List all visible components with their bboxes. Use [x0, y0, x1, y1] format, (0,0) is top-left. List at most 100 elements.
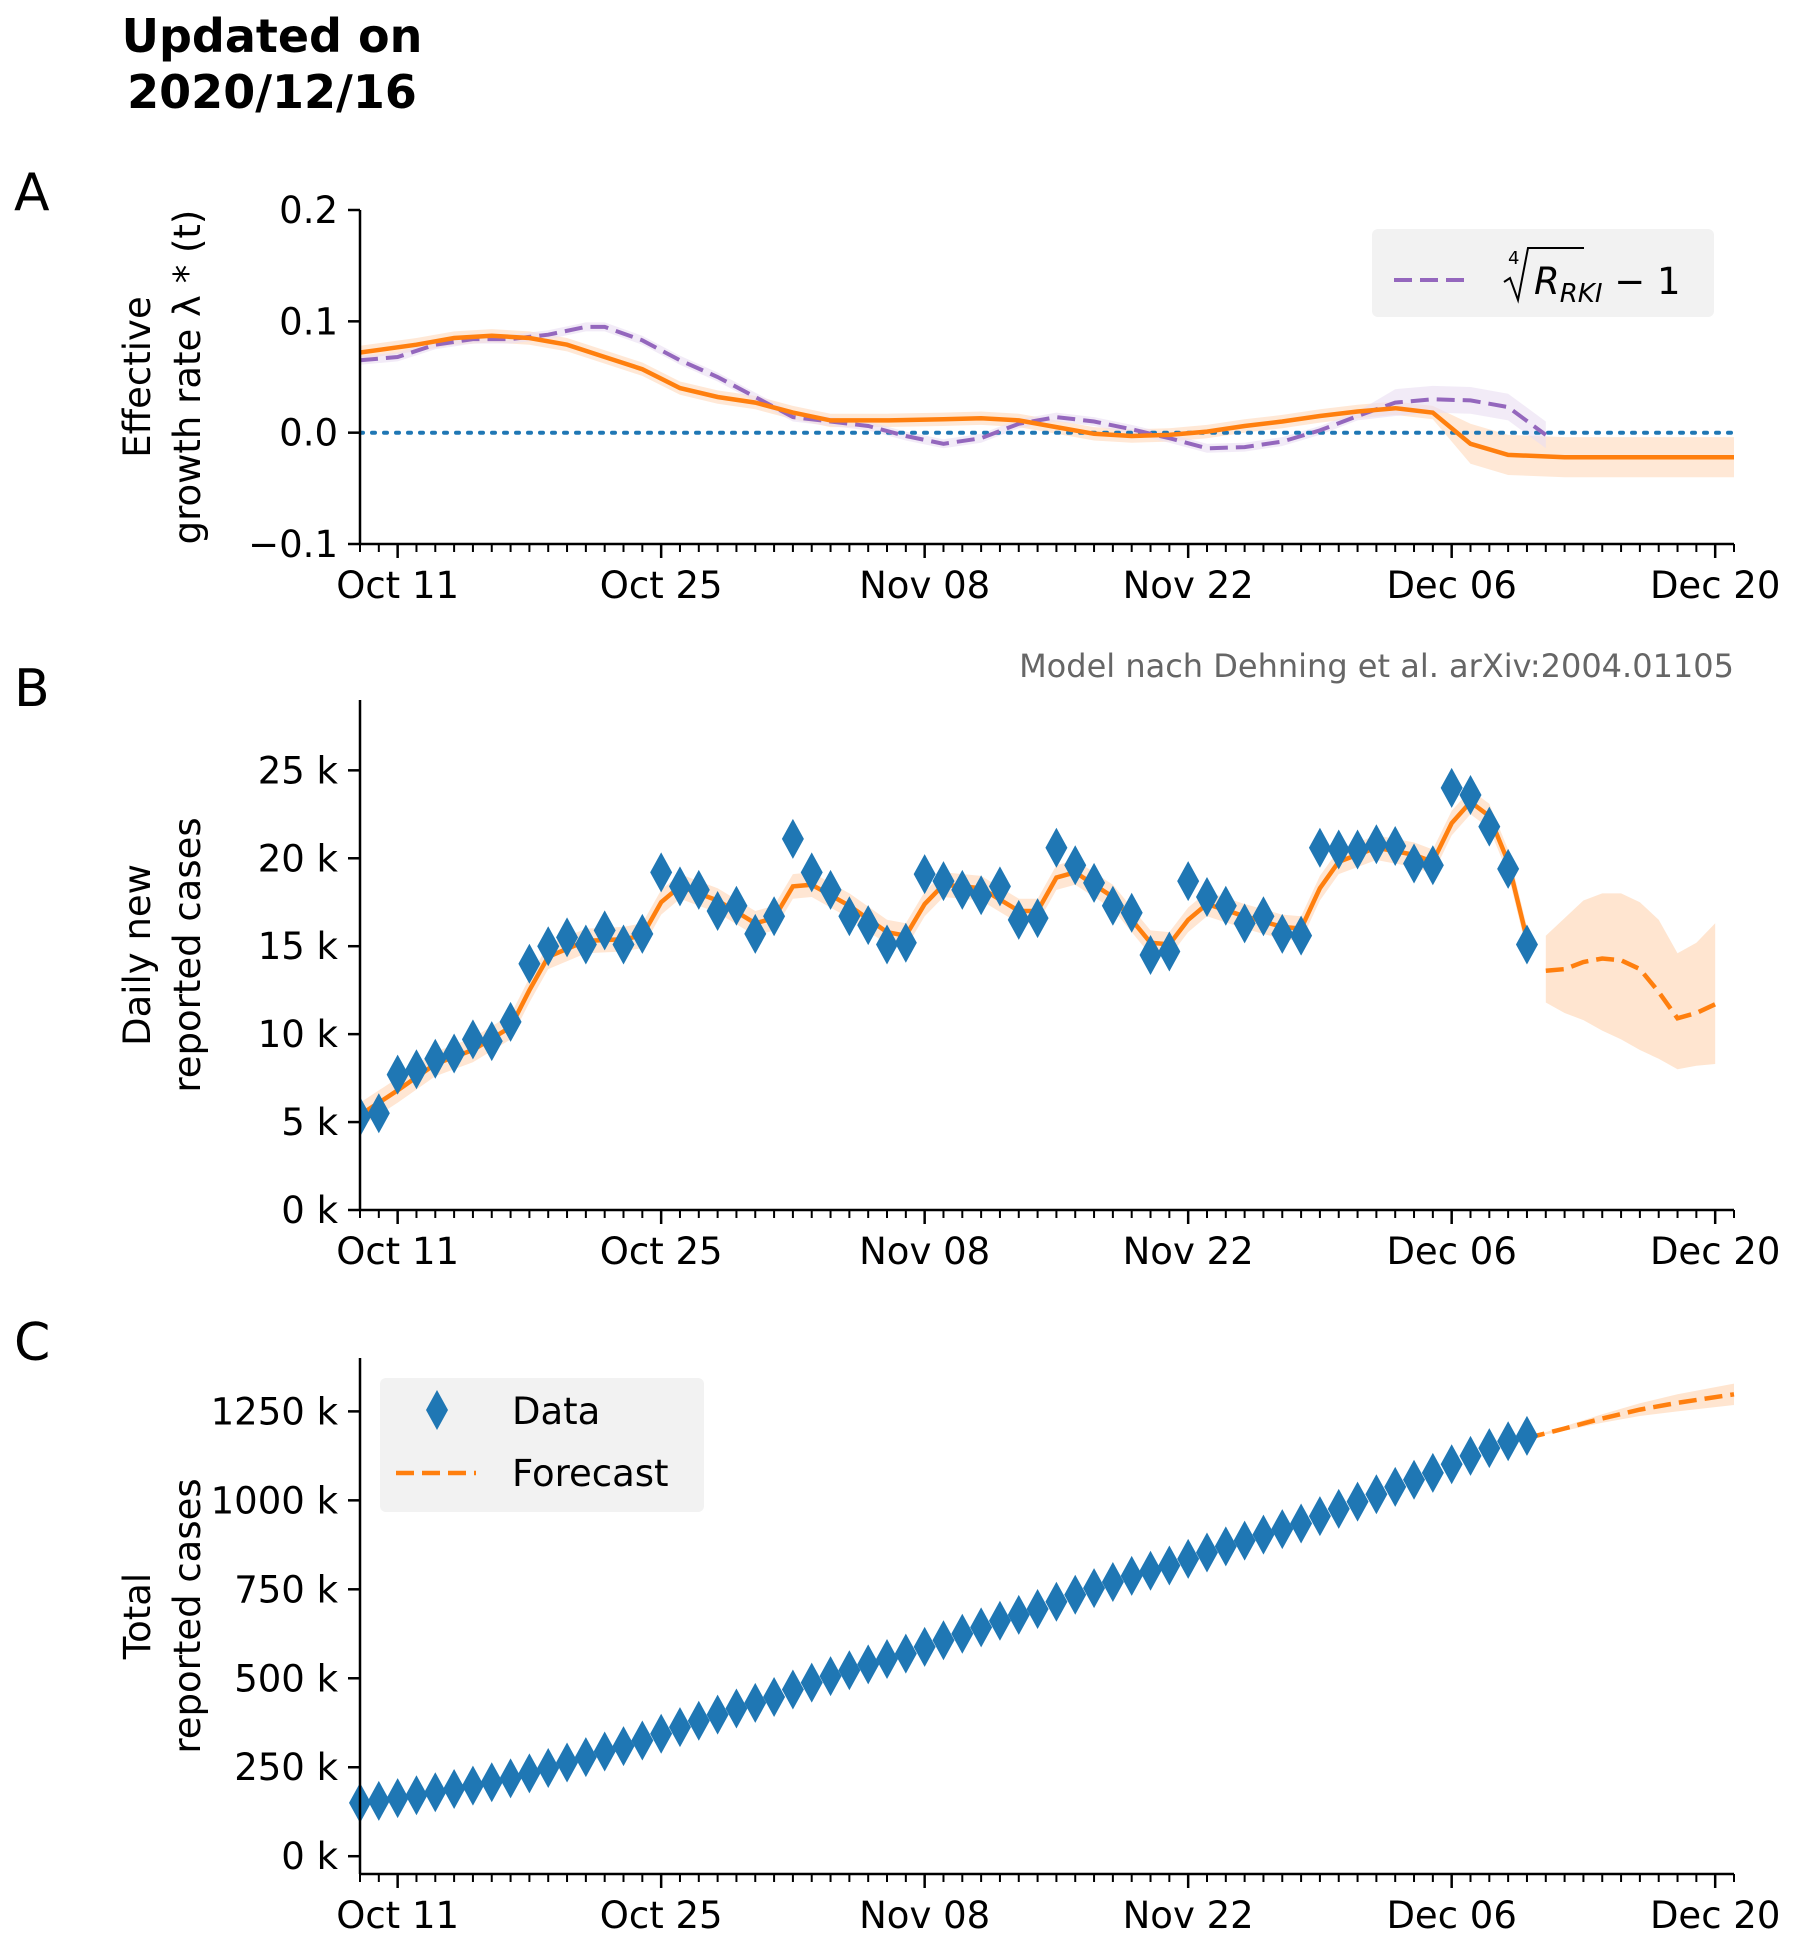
- x-tick-label-b: Nov 22: [1123, 1230, 1254, 1273]
- daily-data-point: [1346, 829, 1369, 870]
- daily-data-point: [480, 1021, 503, 1062]
- daily-data-point: [913, 854, 936, 895]
- y-axis-title-line1-a: Effective: [116, 296, 159, 457]
- y-tick-label-a: −0.1: [248, 523, 338, 566]
- y-axis-title-line2-a: growth rate λ * (t): [166, 210, 209, 545]
- panel-a-growth-rate: −0.1 0.0 0.1 0.2 Oct 11 Oct 25 Nov 08 Nov 22 Dec…: [116, 189, 1780, 607]
- total-data-point: [367, 1780, 390, 1821]
- legend-data-label: Data: [512, 1390, 600, 1433]
- daily-data-point: [405, 1049, 428, 1090]
- total-data-point: [612, 1726, 635, 1767]
- total-data-point: [970, 1607, 993, 1648]
- total-data-point: [1421, 1452, 1444, 1493]
- daily-data-point: [800, 852, 823, 893]
- plot-area-b: [360, 767, 1717, 1137]
- forecast-total-line: [1526, 1392, 1735, 1441]
- rki-growth-rate-line: [360, 324, 1547, 451]
- plot-area-c: [349, 1383, 1735, 1823]
- total-data-point: [857, 1644, 880, 1685]
- total-data-point: [1459, 1435, 1482, 1476]
- x-tick-label-c: Nov 08: [859, 1894, 990, 1937]
- x-tick-label-a: Nov 22: [1123, 564, 1254, 607]
- daily-data-point: [612, 924, 635, 965]
- daily-data-point: [1308, 827, 1331, 868]
- daily-data-point: [443, 1033, 466, 1074]
- total-data-point: [1101, 1561, 1124, 1602]
- header-title-line2: 2020/12/16: [127, 65, 417, 119]
- x-tick-label-b: Dec 20: [1650, 1230, 1780, 1273]
- daily-data-point: [857, 905, 880, 946]
- daily-data-point: [631, 913, 654, 954]
- legend-data-swatch: [426, 1390, 448, 1430]
- daily-data-point: [1045, 827, 1068, 868]
- daily-data-point: [1440, 767, 1463, 808]
- total-data-point: [1158, 1545, 1181, 1586]
- daily-data-point: [1478, 806, 1501, 847]
- total-data-point: [650, 1713, 673, 1754]
- plot-area-a: [360, 322, 1734, 478]
- daily-data-point: [894, 922, 917, 963]
- y-tick-label-a: 0.2: [279, 189, 338, 232]
- x-tick-label-b: Nov 08: [859, 1230, 990, 1273]
- daily-data-point: [1515, 924, 1538, 965]
- y-tick-label-b: 20 k: [258, 837, 339, 880]
- model-uncertainty-band: [360, 329, 1734, 478]
- daily-data-point: [1026, 898, 1049, 939]
- daily-data-point: [1327, 829, 1350, 870]
- daily-data-point: [360, 1096, 371, 1137]
- daily-data-point: [461, 1019, 484, 1060]
- y-axis-title-line1-b: Daily new: [116, 864, 159, 1046]
- x-tick-label-a: Dec 06: [1386, 564, 1516, 607]
- daily-data-point: [781, 818, 804, 859]
- total-data-point: [988, 1600, 1011, 1641]
- x-tick-label-c: Nov 22: [1123, 1894, 1254, 1937]
- total-data-point: [1384, 1466, 1407, 1507]
- daily-data-point: [1139, 935, 1162, 975]
- daily-data-point: [1384, 825, 1407, 866]
- total-data-point: [932, 1620, 955, 1661]
- y-tick-label-c: 0 k: [281, 1835, 338, 1878]
- total-data-point: [1233, 1520, 1256, 1561]
- daily-data-point: [970, 875, 993, 916]
- forecast-line: [1545, 956, 1717, 1021]
- daily-data-point: [706, 891, 729, 932]
- total-data-point: [763, 1676, 786, 1717]
- total-data-point: [1083, 1568, 1106, 1609]
- panel-c-total-cases: 0 k 250 k 500 k 750 k 1000 k 1250 k Oct 11 Oct …: [116, 1358, 1780, 1937]
- total-data-point: [1497, 1421, 1520, 1462]
- y-tick-label-c: 750 k: [234, 1568, 338, 1611]
- y-tick-label-c: 1000 k: [211, 1479, 339, 1522]
- total-data-point: [1026, 1589, 1049, 1630]
- legend-a-box: [1372, 229, 1714, 317]
- total-data-point: [461, 1765, 484, 1806]
- total-data-point: [819, 1656, 842, 1697]
- x-tick-label-a: Oct 11: [336, 564, 459, 607]
- total-data-point: [1308, 1496, 1331, 1537]
- total-data-point: [1045, 1581, 1068, 1622]
- total-data-point: [838, 1650, 861, 1691]
- daily-data-point: [988, 866, 1011, 907]
- x-tick-label-b: Dec 06: [1386, 1230, 1516, 1273]
- x-tick-label-c: Oct 11: [336, 1894, 459, 1937]
- total-data-point: [894, 1633, 917, 1674]
- daily-data-point: [1290, 915, 1313, 956]
- y-tick-label-b: 5 k: [281, 1101, 338, 1144]
- legend-c-box: [380, 1378, 704, 1512]
- total-data-point: [1177, 1538, 1200, 1579]
- daily-data-point: [1007, 899, 1030, 940]
- total-data-point: [800, 1662, 823, 1703]
- daily-data-point: [838, 896, 861, 937]
- daily-data-point: [386, 1054, 409, 1095]
- daily-data-point: [537, 926, 560, 967]
- total-data-point: [1139, 1550, 1162, 1591]
- total-data-point: [725, 1688, 748, 1729]
- daily-data-point: [763, 896, 786, 937]
- daily-data-point: [1271, 913, 1294, 954]
- daily-data-point: [1365, 824, 1388, 865]
- total-data-point: [631, 1720, 654, 1761]
- model-citation: Model nach Dehning et al. arXiv:2004.011…: [1019, 647, 1734, 685]
- total-data-point: [1064, 1574, 1087, 1615]
- x-tick-label-c: Dec 06: [1386, 1894, 1516, 1937]
